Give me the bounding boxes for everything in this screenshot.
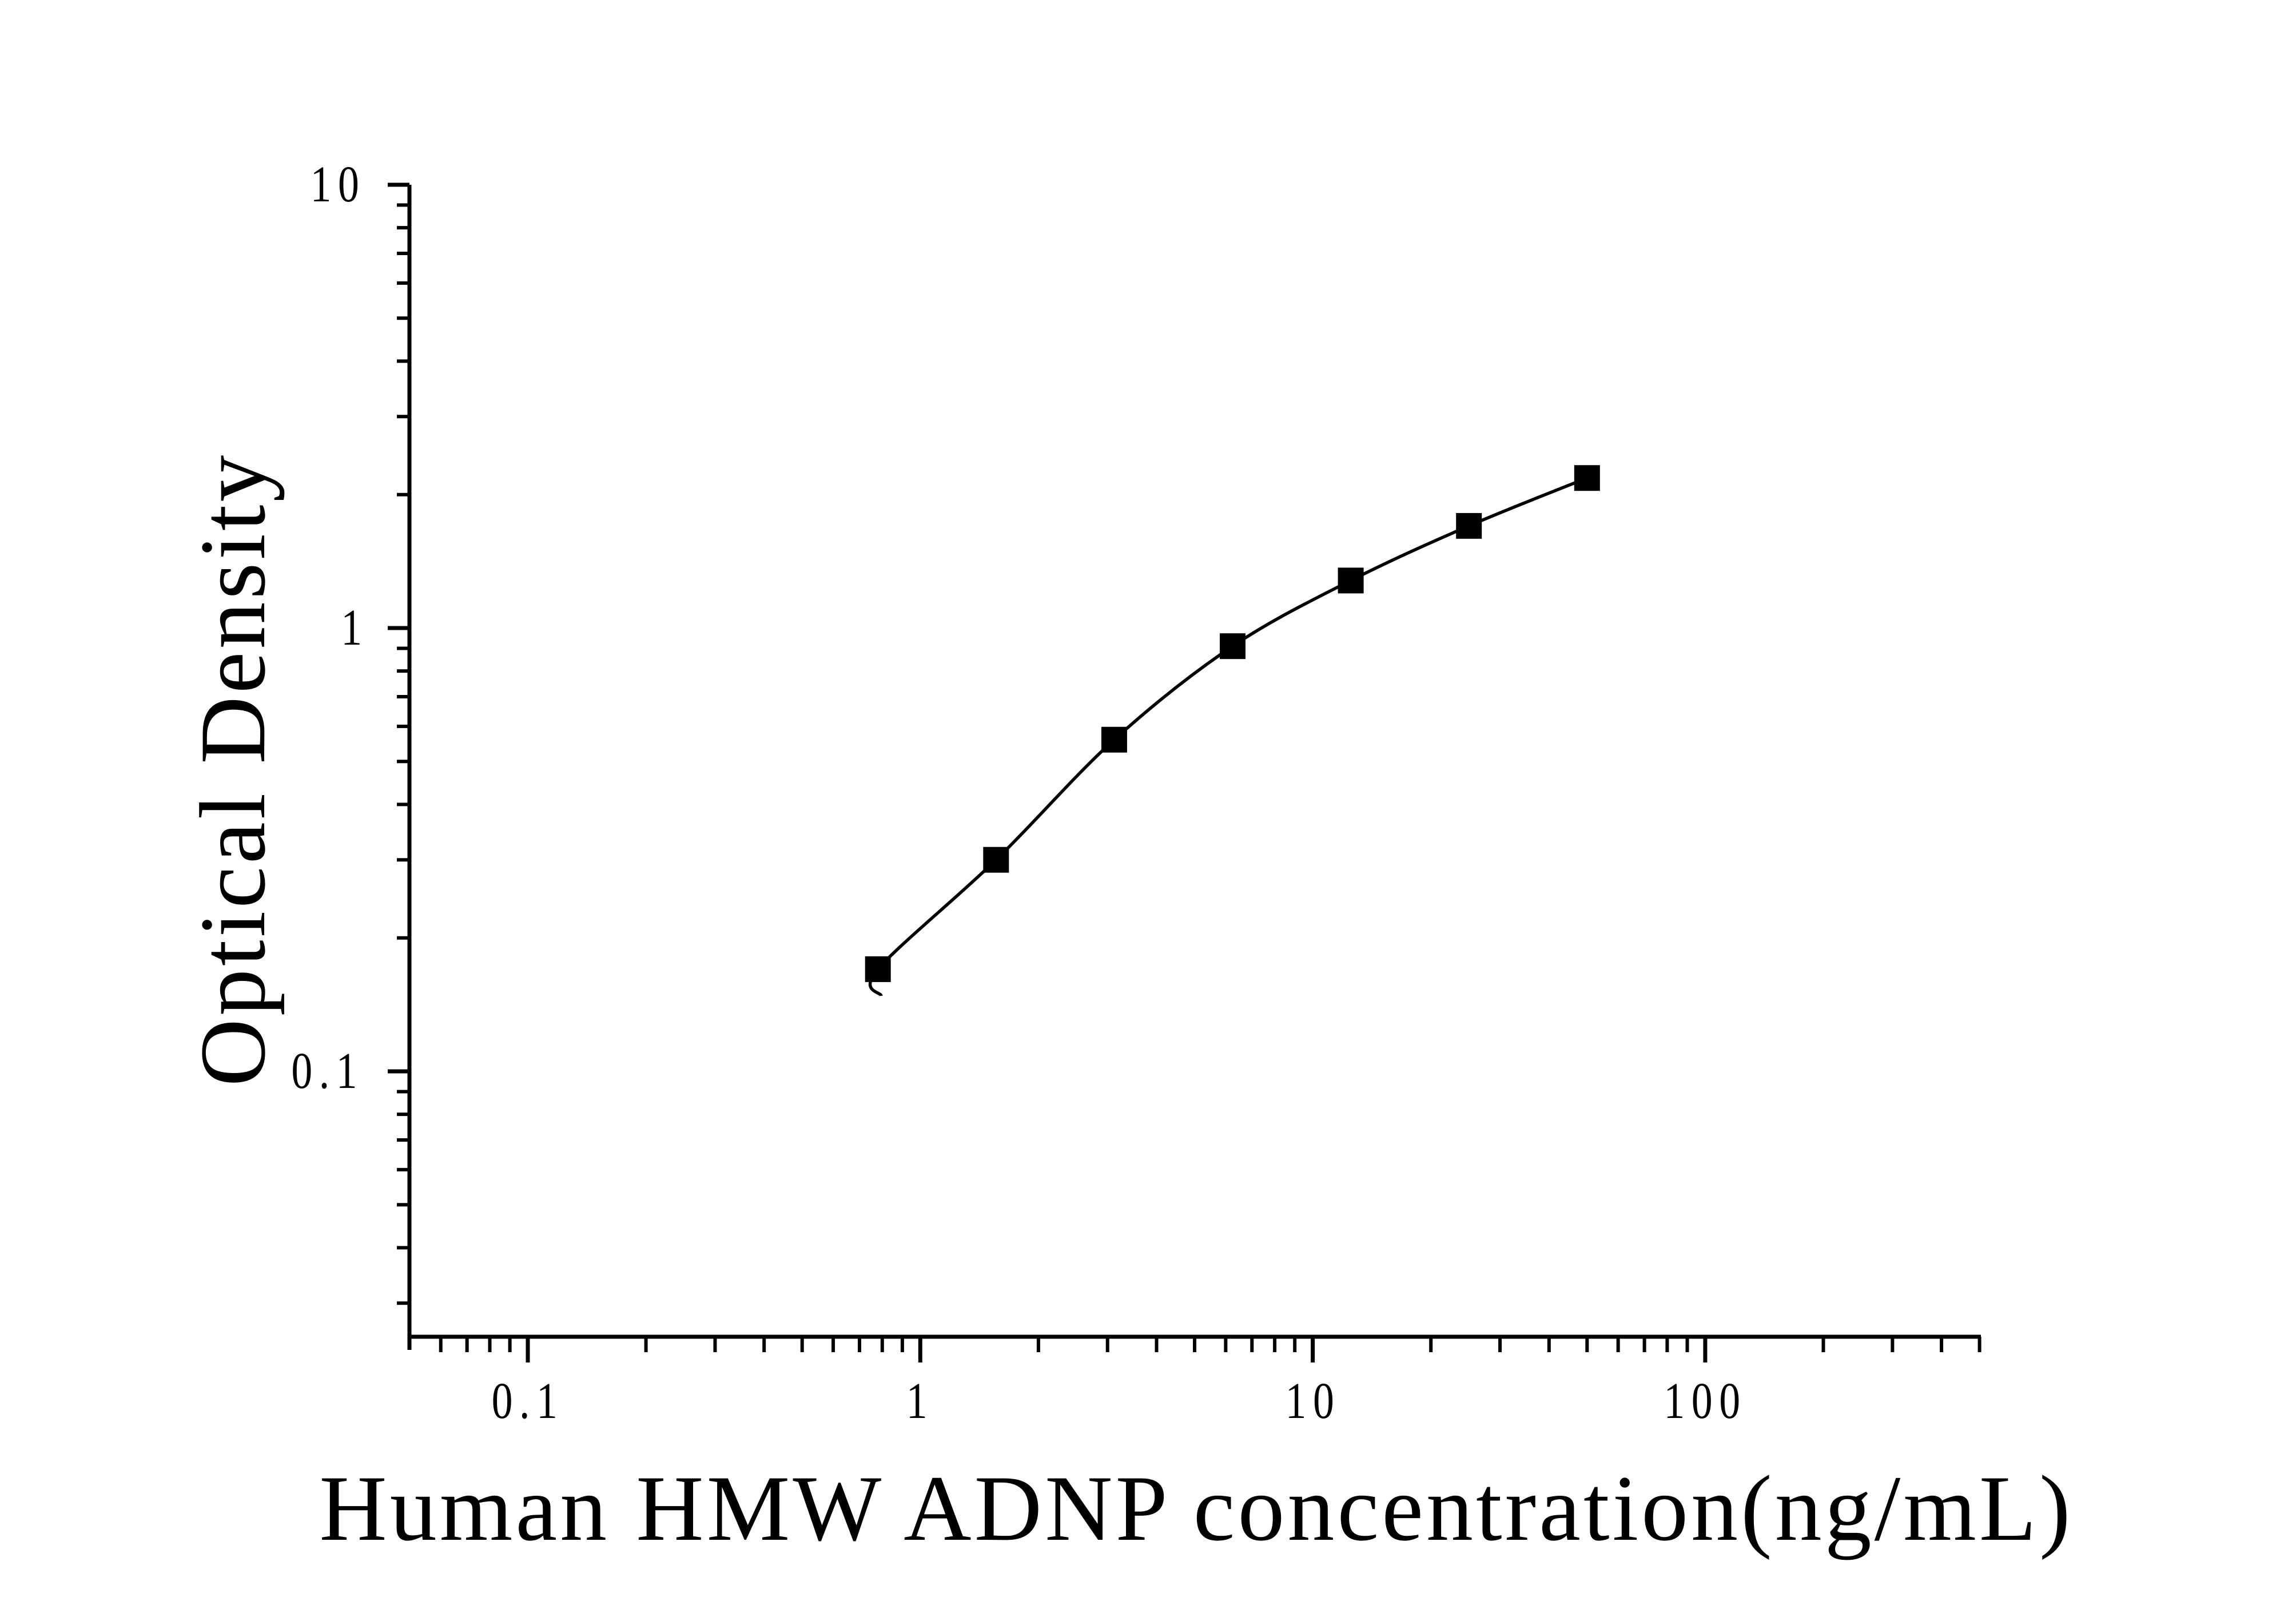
y-tick-label-1: 1 [341, 599, 369, 656]
x-tick-label-10: 10 [1285, 1373, 1340, 1429]
y-axis-title: Optical Density [181, 452, 285, 1087]
data-point [1101, 726, 1127, 753]
x-tick-label-1: 1 [906, 1373, 934, 1429]
data-point [1338, 567, 1364, 594]
y-tick-label-10: 10 [310, 156, 366, 213]
y-tick-label-0.1: 0.1 [291, 1043, 364, 1099]
data-point [983, 847, 1009, 873]
x-tick-label-100: 100 [1664, 1373, 1747, 1429]
x-axis-title: Human HMW ADNP concentration(ng/mL) [319, 1457, 2074, 1560]
data-point [865, 956, 891, 982]
data-point [1220, 633, 1246, 660]
fit-curve [868, 476, 1588, 997]
data-point [1456, 513, 1482, 539]
data-point [1574, 465, 1600, 491]
x-tick-label-0.1: 0.1 [491, 1373, 564, 1429]
